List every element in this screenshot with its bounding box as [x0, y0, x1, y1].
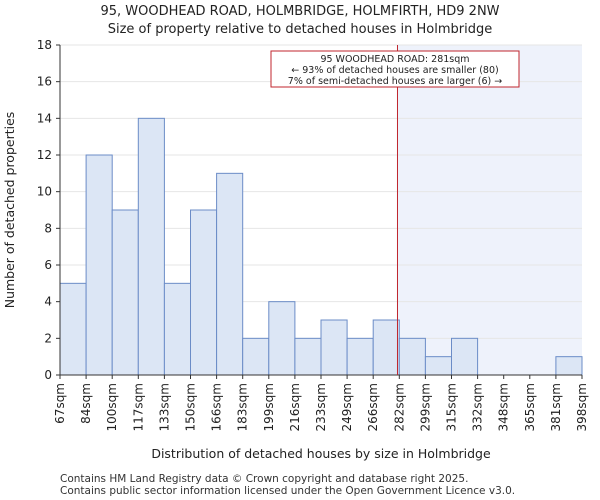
x-tick-label: 282sqm: [392, 383, 406, 431]
y-tick-label: 0: [44, 368, 52, 382]
bar: [242, 337, 270, 376]
x-tick-label: 348sqm: [497, 383, 511, 431]
x-tick-label: 150sqm: [184, 383, 198, 431]
y-tick-label: 14: [37, 111, 52, 125]
x-tick-label: 67sqm: [53, 383, 67, 424]
highlight-region: [397, 45, 582, 375]
chart-subtitle: Size of property relative to detached ho…: [107, 22, 493, 37]
bar: [268, 301, 296, 376]
footer-line-2: Contains public sector information licen…: [60, 485, 516, 497]
x-tick-label: 299sqm: [418, 383, 432, 431]
x-tick-label: 233sqm: [314, 383, 328, 431]
x-tick-label: 183sqm: [236, 383, 250, 431]
x-axis-label: Distribution of detached houses by size …: [151, 446, 491, 461]
y-tick-label: 6: [44, 258, 52, 272]
bar: [137, 117, 165, 376]
bar: [451, 337, 479, 376]
x-tick-label: 249sqm: [340, 383, 354, 431]
x-tick-label: 84sqm: [79, 383, 93, 424]
bar: [294, 337, 322, 376]
bar: [320, 319, 348, 376]
annotation-line-2: ← 93% of detached houses are smaller (80…: [291, 65, 498, 76]
x-tick-label: 398sqm: [575, 383, 589, 431]
y-tick-label: 18: [37, 38, 52, 52]
annotation-line-3: 7% of semi-detached houses are larger (6…: [288, 76, 502, 87]
bar: [555, 356, 583, 376]
chart-title: 95, WOODHEAD ROAD, HOLMBRIDGE, HOLMFIRTH…: [100, 4, 500, 19]
y-tick-label: 10: [37, 185, 52, 199]
footer-line-1: Contains HM Land Registry data © Crown c…: [60, 473, 469, 485]
x-tick-label: 166sqm: [210, 383, 224, 431]
x-tick-label: 365sqm: [523, 383, 537, 431]
y-tick-label: 12: [37, 148, 52, 162]
x-tick-label: 133sqm: [157, 383, 171, 431]
x-tick-label: 381sqm: [549, 383, 563, 431]
bar: [163, 282, 191, 376]
x-tick-label: 332sqm: [471, 383, 485, 431]
y-axis-label: Number of detached properties: [2, 112, 17, 309]
bar: [424, 356, 452, 376]
bar: [59, 282, 87, 376]
x-tick-label: 199sqm: [262, 383, 276, 431]
bar: [111, 209, 139, 376]
y-tick-label: 2: [44, 331, 52, 345]
bar: [346, 337, 374, 376]
bar: [190, 209, 218, 376]
x-tick-label: 266sqm: [366, 383, 380, 431]
bar: [85, 154, 113, 376]
annotation-box: [270, 50, 520, 88]
y-tick-label: 4: [44, 295, 52, 309]
annotation-line-1: 95 WOODHEAD ROAD: 281sqm: [320, 54, 469, 65]
x-tick-label: 315sqm: [445, 383, 459, 431]
bar: [216, 172, 244, 376]
bar: [398, 337, 426, 376]
x-tick-label: 100sqm: [105, 383, 119, 431]
y-tick-label: 8: [44, 221, 52, 235]
y-tick-label: 16: [37, 75, 52, 89]
x-tick-label: 117sqm: [131, 383, 145, 431]
x-tick-label: 216sqm: [288, 383, 302, 431]
bar: [372, 319, 400, 376]
